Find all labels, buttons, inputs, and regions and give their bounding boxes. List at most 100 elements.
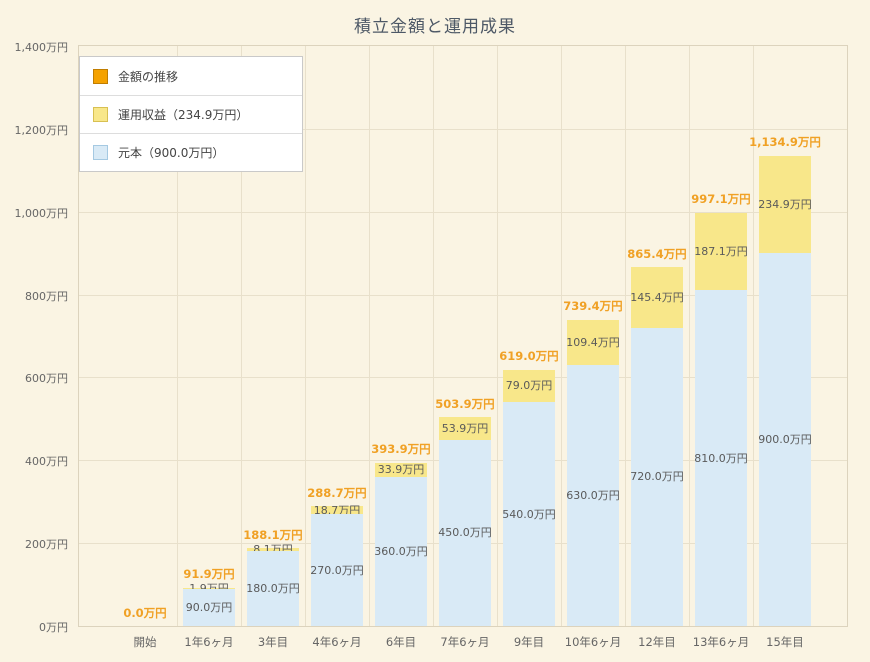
stacked-bar: 53.9万円 450.0万円 bbox=[438, 417, 492, 626]
bar-slot: 0.0万円 bbox=[113, 46, 177, 626]
total-value-label: 0.0万円 bbox=[123, 605, 167, 620]
x-axis-label: 12年目 bbox=[638, 635, 676, 649]
x-axis-label: 9年目 bbox=[513, 635, 545, 649]
horizontal-gridline bbox=[79, 377, 847, 379]
principal-value-label: 810.0万円 bbox=[694, 451, 748, 465]
principal-value-label: 720.0万円 bbox=[630, 470, 684, 484]
y-axis-label: 0万円 bbox=[39, 621, 68, 634]
stacked-bar: 109.4万円 630.0万円 bbox=[566, 319, 620, 626]
bar-segment-profit: 187.1万円 bbox=[694, 212, 748, 291]
legend-swatch-icon bbox=[93, 145, 108, 160]
bar-segment-profit: 8.1万円 bbox=[247, 544, 299, 555]
bar-slot: 187.1万円 810.0万円 997.1万円 bbox=[689, 46, 753, 626]
profit-value-label: 18.7万円 bbox=[313, 503, 361, 517]
bar-slot: 79.0万円 540.0万円 619.0万円 bbox=[497, 46, 561, 626]
profit-value-label: 109.4万円 bbox=[566, 335, 620, 349]
bars-container: 0.0万円 1.9万円 90.0万円 91.9万円 8.1万円 180.0万円 188.1万… bbox=[113, 46, 821, 626]
y-axis-label: 200万円 bbox=[25, 538, 68, 552]
y-axis: 0万円 200万円 400万円 600万円 800万円 1,000万円 1,200万円 1,4… bbox=[0, 41, 74, 634]
x-axis-label: 13年6ヶ月 bbox=[692, 635, 750, 649]
stacked-bar: 18.7万円 270.0万円 bbox=[310, 503, 364, 626]
vertical-gridline bbox=[369, 46, 370, 626]
x-axis-label: 開始 bbox=[133, 635, 157, 649]
bar-segment-principal: 90.0万円 bbox=[183, 588, 235, 626]
bar-segment-principal: 630.0万円 bbox=[566, 365, 620, 626]
principal-value-label: 90.0万円 bbox=[185, 600, 233, 614]
principal-value-label: 180.0万円 bbox=[246, 582, 300, 596]
horizontal-gridline bbox=[79, 128, 847, 130]
bar-segment-principal: 360.0万円 bbox=[374, 476, 428, 626]
total-value-label: 503.9万円 bbox=[435, 396, 495, 411]
vertical-gridline bbox=[241, 46, 242, 626]
stacked-bar: 145.4万円 720.0万円 bbox=[630, 267, 684, 626]
profit-value-label: 33.9万円 bbox=[377, 463, 425, 477]
y-axis-label: 1,200万円 bbox=[14, 123, 69, 137]
stacked-bar: 33.9万円 360.0万円 bbox=[374, 462, 428, 626]
bar-segment-principal: 450.0万円 bbox=[438, 439, 492, 626]
vertical-gridline bbox=[433, 46, 434, 626]
principal-value-label: 540.0万円 bbox=[502, 507, 556, 521]
bar-segment-profit: 145.4万円 bbox=[630, 267, 684, 328]
legend-label: 運用収益（234.9万円） bbox=[118, 108, 249, 122]
principal-value-label: 270.0万円 bbox=[310, 563, 364, 577]
legend-swatch-icon bbox=[93, 68, 108, 84]
x-axis-label: 10年6ヶ月 bbox=[564, 635, 622, 649]
bar-slot: 18.7万円 270.0万円 288.7万円 bbox=[305, 46, 369, 626]
bar-slot: 8.1万円 180.0万円 188.1万円 bbox=[241, 46, 305, 626]
total-value-label: 619.0万円 bbox=[499, 349, 559, 364]
legend-label: 元本（900.0万円） bbox=[118, 146, 225, 160]
bar-segment-profit: 18.7万円 bbox=[311, 503, 363, 517]
bar-segment-principal: 270.0万円 bbox=[310, 514, 364, 626]
bar-slot: 33.9万円 360.0万円 393.9万円 bbox=[369, 46, 433, 626]
profit-value-label: 234.9万円 bbox=[758, 198, 812, 211]
vertical-gridline bbox=[497, 46, 498, 626]
bar-segment-profit: 234.9万円 bbox=[758, 155, 812, 254]
bar-slot: 234.9万円 900.0万円 1,134.9万円 bbox=[749, 46, 821, 626]
principal-value-label: 360.0万円 bbox=[374, 544, 428, 558]
y-axis-label: 400万円 bbox=[25, 455, 68, 469]
vertical-gridline bbox=[753, 46, 754, 626]
stacked-bar: 79.0万円 540.0万円 bbox=[502, 369, 556, 626]
profit-value-label: 1.9万円 bbox=[189, 583, 229, 594]
y-axis-label: 800万円 bbox=[25, 289, 68, 303]
stacked-bar: 234.9万円 900.0万円 bbox=[758, 155, 812, 626]
bar-segment-principal: 810.0万円 bbox=[694, 290, 748, 626]
bar-slot: 53.9万円 450.0万円 503.9万円 bbox=[433, 46, 497, 626]
plot-area: 0.0万円 1.9万円 90.0万円 91.9万円 8.1万円 180.0万円 188.1万… bbox=[78, 45, 848, 627]
bar-segment-principal: 720.0万円 bbox=[630, 327, 684, 626]
principal-value-label: 630.0万円 bbox=[566, 489, 620, 502]
legend-row[interactable]: 元本（900.0万円） bbox=[80, 133, 302, 171]
total-value-label: 865.4万円 bbox=[627, 246, 687, 261]
stacked-bar: 8.1万円 180.0万円 bbox=[246, 544, 300, 626]
principal-value-label: 450.0万円 bbox=[438, 526, 492, 540]
legend-row[interactable]: 金額の推移 bbox=[80, 57, 302, 95]
horizontal-gridline bbox=[79, 294, 847, 296]
stacked-bar: 187.1万円 810.0万円 bbox=[694, 212, 748, 626]
bar-segment-principal: 900.0万円 bbox=[758, 253, 812, 626]
bar-slot: 1.9万円 90.0万円 91.9万円 bbox=[177, 46, 241, 626]
profit-value-label: 79.0万円 bbox=[505, 379, 553, 393]
bar-segment-profit: 79.0万円 bbox=[503, 369, 555, 403]
x-axis-label: 7年6ヶ月 bbox=[440, 635, 490, 649]
bar-slot: 145.4万円 720.0万円 865.4万円 bbox=[625, 46, 689, 626]
bar-segment-principal: 540.0万円 bbox=[502, 402, 556, 626]
legend-swatch-icon bbox=[93, 107, 108, 122]
x-axis-label: 3年目 bbox=[257, 635, 289, 649]
vertical-gridline bbox=[625, 46, 626, 626]
chart-title: 積立金額と運用成果 bbox=[354, 17, 516, 37]
profit-value-label: 53.9万円 bbox=[441, 421, 489, 435]
stacked-bar: 1.9万円 90.0万円 bbox=[183, 583, 235, 626]
total-value-label: 739.4万円 bbox=[563, 299, 623, 314]
legend: 金額の推移運用収益（234.9万円） 元本（900.0万円） bbox=[79, 56, 303, 172]
x-axis-label: 1年6ヶ月 bbox=[184, 635, 234, 649]
legend-row[interactable]: 運用収益（234.9万円） bbox=[80, 95, 302, 133]
total-value-label: 288.7万円 bbox=[307, 485, 367, 500]
x-axis-label: 4年6ヶ月 bbox=[312, 635, 362, 649]
profit-value-label: 187.1万円 bbox=[694, 245, 748, 259]
profit-value-label: 8.1万円 bbox=[253, 543, 293, 557]
vertical-gridline bbox=[689, 46, 690, 626]
total-value-label: 997.1万円 bbox=[691, 192, 751, 207]
bar-segment-principal: 180.0万円 bbox=[246, 551, 300, 626]
x-axis-label: 15年目 bbox=[766, 635, 804, 649]
bar-segment-profit: 33.9万円 bbox=[375, 462, 427, 477]
